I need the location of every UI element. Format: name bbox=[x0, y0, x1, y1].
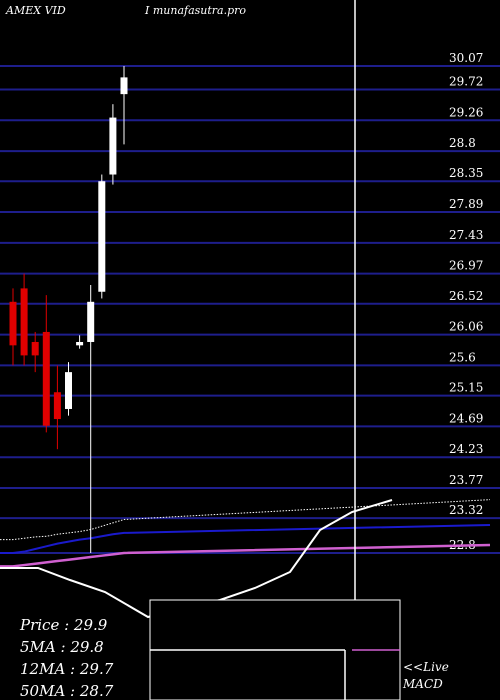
site-watermark: I munafasutra.pro bbox=[144, 4, 246, 17]
y-tick-label: 28.8 bbox=[449, 136, 476, 150]
y-tick-label: 26.52 bbox=[449, 289, 483, 303]
candle-down bbox=[53, 392, 61, 420]
ma50-line bbox=[0, 543, 491, 568]
y-axis-ticks: 30.07 29.72 29.26 28.8 28.35 27.89 27.43 26.97 2… bbox=[449, 51, 483, 552]
candle-up bbox=[98, 181, 106, 292]
live-label: <<Live bbox=[403, 660, 449, 674]
ma12-label: 12MA : 29.7 bbox=[20, 660, 114, 678]
candle-up bbox=[109, 117, 117, 175]
y-tick-label: 27.89 bbox=[449, 197, 483, 211]
candle-up bbox=[120, 77, 128, 95]
y-tick-label: 29.26 bbox=[449, 105, 483, 119]
ma12-line bbox=[0, 523, 491, 554]
candle-down bbox=[20, 288, 28, 356]
y-tick-label: 25.15 bbox=[449, 381, 483, 395]
chart-title: AMEX VID bbox=[5, 4, 66, 17]
ma5-label: 5MA : 29.8 bbox=[20, 638, 104, 656]
macd-label: MACD bbox=[402, 677, 443, 691]
y-tick-label: 29.72 bbox=[449, 74, 483, 88]
y-tick-label: 23.32 bbox=[449, 503, 483, 517]
y-tick-label: 30.07 bbox=[449, 51, 483, 65]
grid-lines bbox=[0, 65, 500, 554]
y-tick-label: 24.69 bbox=[449, 411, 483, 425]
candle-up bbox=[65, 372, 72, 409]
y-tick-label: 26.97 bbox=[449, 259, 483, 273]
candle-down bbox=[9, 301, 17, 346]
y-tick-label: 26.06 bbox=[449, 320, 483, 334]
ma5-line bbox=[0, 499, 491, 541]
y-tick-label: 24.23 bbox=[449, 442, 483, 456]
price-label: Price : 29.9 bbox=[19, 616, 108, 634]
y-tick-label: 25.6 bbox=[449, 350, 476, 364]
macd-panel bbox=[149, 599, 401, 700]
candle-down bbox=[31, 341, 39, 356]
y-tick-label: 23.77 bbox=[449, 473, 483, 487]
y-tick-label: 28.35 bbox=[449, 166, 483, 180]
candlesticks bbox=[9, 66, 128, 553]
candle-down bbox=[42, 331, 50, 426]
ma50-label: 50MA : 28.7 bbox=[20, 682, 114, 700]
y-tick-label: 27.43 bbox=[449, 228, 483, 242]
candle-up bbox=[87, 301, 95, 342]
candle-up bbox=[76, 341, 84, 346]
